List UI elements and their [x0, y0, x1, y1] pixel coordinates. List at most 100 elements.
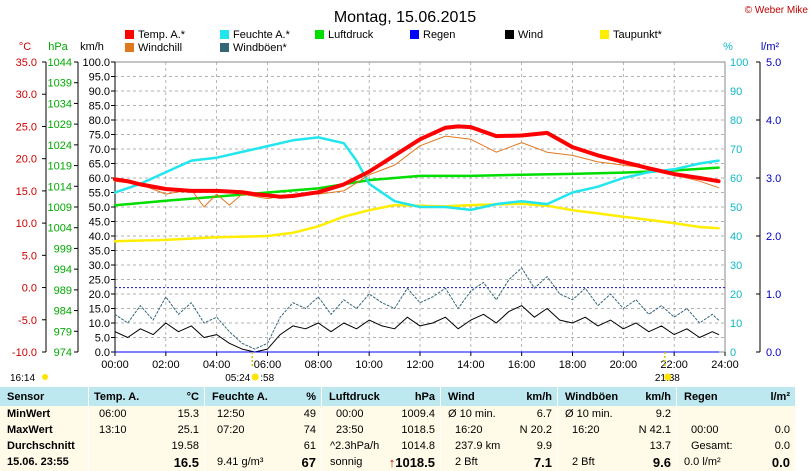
- legend-swatch-6: [125, 43, 134, 52]
- legend-swatch-2: [315, 30, 324, 39]
- pressure-tick: 1044: [48, 57, 72, 69]
- series-line-wind: [114, 305, 720, 353]
- wind-header: Wind: [448, 391, 475, 403]
- rain-tick: 0.0: [766, 347, 781, 359]
- wind-tick: 0.0: [95, 347, 110, 359]
- temp-unit: °C: [186, 391, 199, 403]
- legend-label-4: Wind: [518, 29, 543, 41]
- humidity-tick: 90: [730, 86, 742, 98]
- wind-tick: 90.0: [89, 86, 110, 98]
- wind-tick: 75.0: [89, 130, 110, 142]
- rain-tick: 5.0: [766, 57, 781, 69]
- humidity-avg-value: 61: [303, 440, 316, 452]
- wind-current-value: 7.1: [533, 455, 552, 470]
- humidity-tick: 60: [730, 173, 742, 185]
- rain-total-label: Gesamt:: [691, 440, 733, 452]
- pressure-tick: 989: [54, 285, 72, 297]
- temp-avg-value: 19.58: [171, 440, 199, 452]
- series-line-taupunkt: [113, 202, 720, 243]
- wind-max-value: N 20.2: [519, 424, 552, 436]
- series-layer: [113, 124, 721, 353]
- temp-tick: -10.0: [12, 347, 37, 359]
- humidity-tick: 70: [730, 144, 742, 156]
- legend-label-3: Regen: [423, 29, 455, 41]
- humidity-max-time: 07:20: [217, 424, 245, 436]
- pressure-tick: 1009: [48, 202, 72, 214]
- prev-time-label: 16:14: [10, 373, 35, 384]
- col-rain: Regen l/m² 00:00 0.0 Gesamt: 0.0 0.0 l/m…: [677, 387, 795, 471]
- rain-day-amount: 0.0 l/m²: [684, 456, 721, 468]
- x-tick-label: 06:00: [254, 359, 282, 371]
- humidity-unit: %: [306, 391, 316, 403]
- wind-tick: 25.0: [89, 275, 110, 287]
- col-pressure: Luftdruck hPa 00:00 1009.4 23:50 1018.5 …: [322, 387, 440, 471]
- wind-avg-label: Ø 10 min.: [448, 408, 496, 420]
- pressure-tick: 979: [54, 326, 72, 338]
- wind-unit: km/h: [526, 391, 552, 403]
- temp-tick: -5.0: [18, 315, 37, 327]
- x-tick-label: 18:00: [559, 359, 587, 371]
- gust-avg-label: Ø 10 min.: [565, 408, 613, 420]
- legend-label-0: Temp. A.*: [138, 29, 186, 41]
- pressure-avg-value: 1014.8: [401, 440, 435, 452]
- sunrise-time: 05:24: [225, 373, 250, 384]
- gust-max-value: N 42.1: [638, 424, 671, 436]
- pressure-tick: 1019: [48, 161, 72, 173]
- legend-label-1: Feuchte A.*: [233, 29, 291, 41]
- temp-tick: 25.0: [16, 121, 37, 133]
- x-tick-label: 12:00: [406, 359, 434, 371]
- pressure-max-value: 1018.5: [401, 424, 435, 436]
- temp-max-value: 25.1: [177, 424, 199, 436]
- legend-label-6: Windchill: [138, 42, 182, 54]
- legend-label-2: Luftdruck: [328, 29, 374, 41]
- series-line-luftdruck: [113, 166, 720, 207]
- sunrise-suffix: :58: [260, 373, 274, 384]
- wind-tick: 80.0: [89, 115, 110, 127]
- wind-tick: 100.0: [82, 57, 110, 69]
- pressure-tick: 1014: [48, 181, 72, 193]
- humidity-tick: 10: [730, 318, 742, 330]
- sensor-row-avg: Durchschnitt: [7, 440, 75, 452]
- humidity-tick: 100: [730, 57, 748, 69]
- legend-swatch-4: [505, 30, 514, 39]
- humidity-unit-label: %: [723, 41, 733, 53]
- humidity-min-time: 12:50: [217, 408, 245, 420]
- rain-max-time: 00:00: [691, 424, 719, 436]
- pressure-max-time: 23:50: [336, 424, 364, 436]
- rain-total-value: 0.0: [774, 440, 790, 452]
- temp-unit-label: °C: [19, 41, 31, 53]
- sun-icon: [251, 373, 259, 381]
- humidity-absolute: 9.41 g/m³: [217, 456, 264, 468]
- legend-swatch-5: [600, 30, 609, 39]
- pressure-current: ↑1018.5: [389, 455, 435, 470]
- wind-tick: 45.0: [89, 217, 110, 229]
- wind-tick: 70.0: [89, 144, 110, 156]
- sensor-row-max: MaxWert: [7, 424, 53, 436]
- temp-tick: 35.0: [16, 57, 37, 69]
- col-wind: Wind km/h Ø 10 min. 6.7 16:20 N 20.2 237…: [441, 387, 557, 471]
- col-gust: Windböen km/h Ø 10 min. 9.2 16:20 N 42.1…: [558, 387, 676, 471]
- series-line-feuchte-a: [113, 136, 720, 212]
- gust-current-value: 9.6: [652, 455, 671, 470]
- copyright-label: © Weber Mike: [745, 5, 809, 16]
- series-line-windb-en: [114, 267, 720, 350]
- series-line-temp-a: [113, 124, 721, 199]
- col-sensor: Sensor MinWert MaxWert Durchschnitt 15.0…: [0, 387, 88, 471]
- pressure-tick: 1039: [48, 78, 72, 90]
- wind-max-time: 16:20: [455, 424, 483, 436]
- wind-unit-label: km/h: [80, 41, 104, 53]
- col-temp: Temp. A. °C 06:00 15.3 13:10 25.1 19.58 …: [89, 387, 204, 471]
- sensor-header: Sensor: [7, 391, 45, 403]
- temp-min-time: 06:00: [99, 408, 127, 420]
- legend-label-7: Windböen*: [233, 42, 288, 54]
- temp-current-value: 16.5: [173, 455, 199, 470]
- x-tick-label: 10:00: [355, 359, 383, 371]
- legend-label-5: Taupunkt*: [613, 29, 663, 41]
- sensor-row-current: 15.06. 23:55: [7, 456, 69, 468]
- legend: Temp. A.* Feuchte A.* Luftdruck Regen Wind Ta…: [125, 29, 663, 54]
- humidity-tick: 40: [730, 231, 742, 243]
- wind-tick: 60.0: [89, 173, 110, 185]
- x-tick-label: 22:00: [660, 359, 688, 371]
- wind-tick: 20.0: [89, 289, 110, 301]
